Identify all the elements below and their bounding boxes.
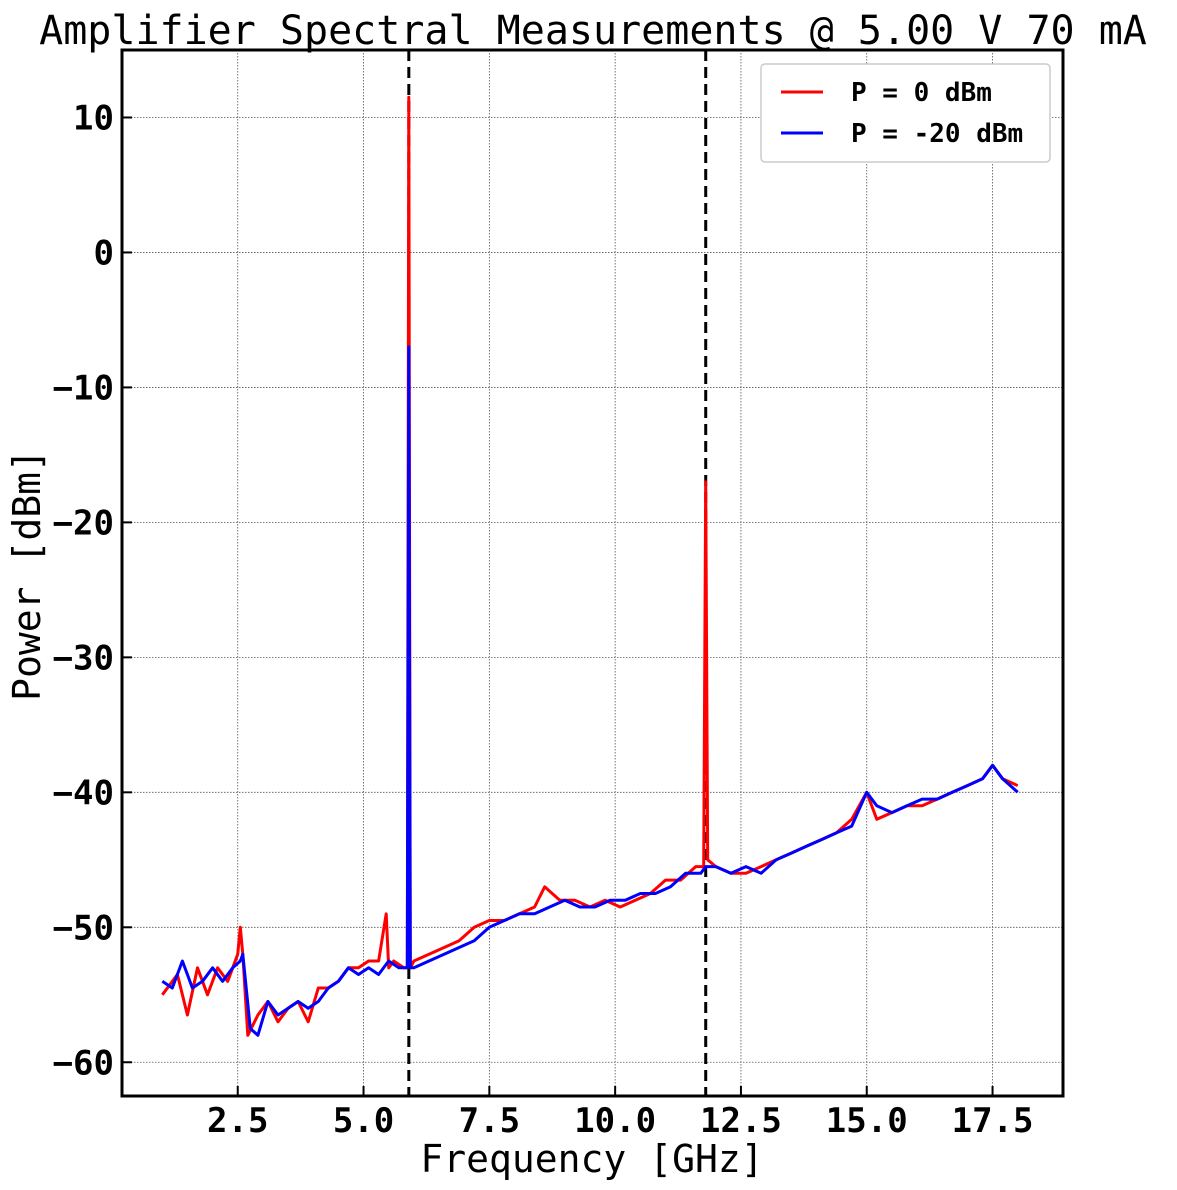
x-tick-label: 12.5 xyxy=(700,1101,782,1141)
x-tick-label: 17.5 xyxy=(952,1101,1034,1141)
y-tick-label: −20 xyxy=(53,503,114,543)
y-tick-label: 10 xyxy=(73,98,114,138)
series-line-p20 xyxy=(161,345,1019,1037)
y-tick-label: −30 xyxy=(53,638,114,678)
y-tick-label: −10 xyxy=(53,368,114,408)
x-tick-label: 5.0 xyxy=(333,1101,394,1141)
y-tick-label: 0 xyxy=(94,233,114,273)
series-lines xyxy=(161,95,1019,1037)
x-tick-label: 2.5 xyxy=(207,1101,268,1141)
y-tick-label: −60 xyxy=(53,1043,114,1083)
marker-lines xyxy=(407,50,708,1096)
x-tick-label: 10.0 xyxy=(574,1101,656,1141)
legend: P = 0 dBm P = -20 dBm xyxy=(760,63,1051,163)
y-tick-label: −50 xyxy=(53,908,114,948)
y-axis-label: Power [dBm] xyxy=(5,449,49,701)
axis-ticks: 2.5 5.0 7.5 10.0 12.5 15.0 17.5 −60 −50 −40 −30 −20… xyxy=(53,98,1034,1141)
x-tick-label: 7.5 xyxy=(459,1101,520,1141)
grid-lines xyxy=(122,50,1063,1096)
legend-label-p0: P = 0 dBm xyxy=(851,78,992,108)
y-tick-label: −40 xyxy=(53,773,114,813)
x-tick-label: 15.0 xyxy=(826,1101,908,1141)
chart-title: Amplifier Spectral Measurements @ 5.00 V… xyxy=(39,8,1147,54)
legend-box xyxy=(760,63,1051,163)
plot-frame xyxy=(120,48,1065,1098)
legend-label-p20: P = -20 dBm xyxy=(851,119,1023,149)
x-axis-label: Frequency [GHz] xyxy=(420,1137,763,1181)
series-line-p0 xyxy=(161,95,1019,1037)
